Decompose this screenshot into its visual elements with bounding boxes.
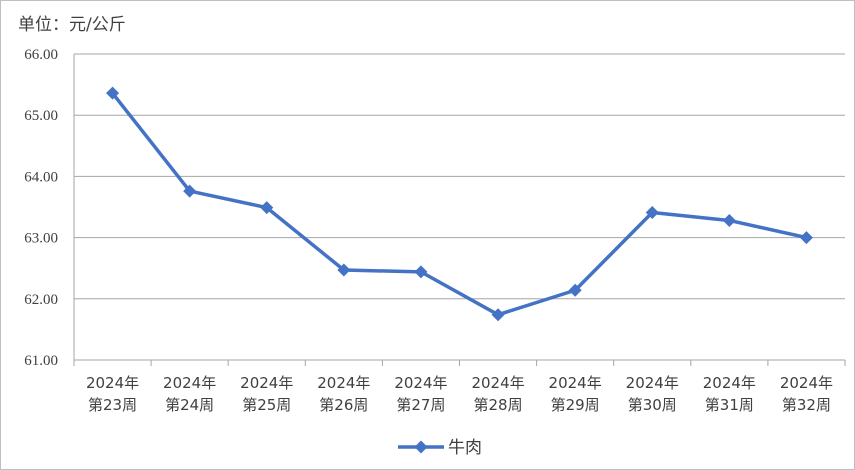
legend-marker xyxy=(414,440,428,454)
x-tick-label: 第26周 xyxy=(319,396,368,414)
y-tick-label: 61.00 xyxy=(24,353,58,369)
x-tick-label: 第29周 xyxy=(551,396,600,414)
data-point xyxy=(722,213,736,227)
x-tick-label: 第28周 xyxy=(474,396,523,414)
data-point xyxy=(568,283,582,297)
legend-label: 牛肉 xyxy=(448,438,482,458)
x-tick-label: 2024年 xyxy=(86,374,139,392)
x-tick-label: 第23周 xyxy=(88,396,137,414)
y-tick-label: 66.00 xyxy=(24,47,58,63)
data-point xyxy=(491,308,505,322)
x-tick-label: 第27周 xyxy=(396,396,445,414)
x-tick-label: 第32周 xyxy=(782,396,831,414)
x-tick-label: 第30周 xyxy=(628,396,677,414)
data-point xyxy=(337,263,351,277)
x-tick-label: 2024年 xyxy=(240,374,293,392)
x-tick-label: 2024年 xyxy=(549,374,602,392)
x-tick-label: 第24周 xyxy=(165,396,214,414)
data-point xyxy=(645,206,659,220)
data-point xyxy=(106,86,120,100)
x-tick-label: 2024年 xyxy=(163,374,216,392)
x-tick-label: 第31周 xyxy=(705,396,754,414)
x-tick-label: 2024年 xyxy=(626,374,679,392)
data-point xyxy=(414,265,428,279)
data-point xyxy=(183,184,197,198)
x-tick-label: 2024年 xyxy=(394,374,447,392)
data-point xyxy=(260,201,274,215)
unit-label: 单位：元/公斤 xyxy=(18,15,126,35)
y-tick-label: 63.00 xyxy=(24,231,58,247)
y-tick-label: 64.00 xyxy=(24,169,58,185)
x-tick-label: 2024年 xyxy=(780,374,833,392)
data-point xyxy=(799,231,813,245)
y-tick-label: 62.00 xyxy=(24,292,58,308)
x-tick-label: 第25周 xyxy=(242,396,291,414)
x-tick-label: 2024年 xyxy=(703,374,756,392)
y-tick-label: 65.00 xyxy=(24,108,58,124)
x-tick-label: 2024年 xyxy=(471,374,524,392)
x-tick-label: 2024年 xyxy=(317,374,370,392)
series-line xyxy=(111,92,807,317)
